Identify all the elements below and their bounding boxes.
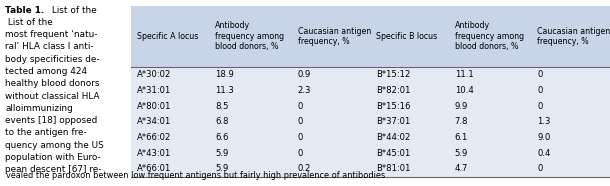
Text: A*43:01: A*43:01	[137, 149, 171, 158]
Text: A*30:02: A*30:02	[137, 70, 171, 79]
Text: 6.8: 6.8	[215, 117, 229, 126]
Text: Table 1.: Table 1.	[5, 6, 45, 15]
Text: 0: 0	[298, 149, 303, 158]
Text: A*31:01: A*31:01	[137, 86, 171, 95]
Text: 0: 0	[298, 117, 303, 126]
Text: Antibody
frequency among
blood donors, %: Antibody frequency among blood donors, %	[455, 21, 524, 51]
Text: ral’ HLA class I anti-: ral’ HLA class I anti-	[5, 42, 94, 51]
Text: B*81:01: B*81:01	[376, 164, 411, 173]
Text: 1.3: 1.3	[537, 117, 551, 126]
Text: 0: 0	[537, 102, 543, 111]
Text: body specificities de-: body specificities de-	[5, 55, 100, 64]
Text: pean descent [67] re-: pean descent [67] re-	[5, 165, 102, 174]
Bar	[131, 67, 610, 83]
Text: 10.4: 10.4	[455, 86, 473, 95]
Text: 0.4: 0.4	[537, 149, 551, 158]
Text: 6.6: 6.6	[215, 133, 229, 142]
Text: vealed the pardoxon between low frequent antigens but fairly high prevalence of : vealed the pardoxon between low frequent…	[6, 171, 386, 180]
Text: 0: 0	[298, 133, 303, 142]
Text: 11.3: 11.3	[215, 86, 234, 95]
Text: without classical HLA: without classical HLA	[5, 92, 100, 100]
Text: Caucasian antigen
frequency, %: Caucasian antigen frequency, %	[537, 27, 610, 46]
Text: 8.5: 8.5	[215, 102, 229, 111]
Bar	[131, 83, 610, 98]
Bar	[131, 98, 610, 114]
Text: 0: 0	[298, 102, 303, 111]
Text: List of the: List of the	[49, 6, 96, 15]
Text: Antibody
frequency among
blood donors, %: Antibody frequency among blood donors, %	[215, 21, 284, 51]
Text: 0: 0	[537, 164, 543, 173]
Text: B*82:01: B*82:01	[376, 86, 411, 95]
Bar	[131, 161, 610, 177]
Text: B*15:16: B*15:16	[376, 102, 411, 111]
Text: Caucasian antigen
frequency, %: Caucasian antigen frequency, %	[298, 27, 371, 46]
Text: 0.9: 0.9	[298, 70, 311, 79]
Text: B*37:01: B*37:01	[376, 117, 411, 126]
Text: 5.9: 5.9	[215, 149, 229, 158]
Text: 9.0: 9.0	[537, 133, 551, 142]
Text: 6.1: 6.1	[455, 133, 468, 142]
Bar	[131, 145, 610, 161]
Text: Specific A locus: Specific A locus	[137, 32, 198, 41]
Text: A*66:01: A*66:01	[137, 164, 171, 173]
Bar	[131, 114, 610, 130]
Text: events [18] opposed: events [18] opposed	[5, 116, 98, 125]
Text: healthy blood donors: healthy blood donors	[5, 79, 100, 88]
Text: 7.8: 7.8	[455, 117, 468, 126]
Text: most frequent ‘natu-: most frequent ‘natu-	[5, 30, 98, 39]
Text: 4.7: 4.7	[455, 164, 468, 173]
Bar	[131, 6, 610, 67]
Text: quency among the US: quency among the US	[5, 141, 104, 150]
Text: B*44:02: B*44:02	[376, 133, 411, 142]
Text: Specific B locus: Specific B locus	[376, 32, 437, 41]
Text: A*80:01: A*80:01	[137, 102, 171, 111]
Text: tected among 424: tected among 424	[5, 67, 87, 76]
Text: to the antigen fre-: to the antigen fre-	[5, 128, 87, 137]
Text: B*15:12: B*15:12	[376, 70, 411, 79]
Text: population with Euro-: population with Euro-	[5, 153, 101, 162]
Text: 2.3: 2.3	[298, 86, 311, 95]
Text: List of the: List of the	[5, 18, 53, 27]
Text: 5.9: 5.9	[455, 149, 468, 158]
Bar	[131, 130, 610, 145]
Text: 5.9: 5.9	[215, 164, 229, 173]
Text: 0.2: 0.2	[298, 164, 311, 173]
Text: alloimmunizing: alloimmunizing	[5, 104, 73, 113]
Text: 11.1: 11.1	[455, 70, 473, 79]
Text: 0: 0	[537, 70, 543, 79]
Text: 18.9: 18.9	[215, 70, 234, 79]
Text: 9.9: 9.9	[455, 102, 468, 111]
Text: A*34:01: A*34:01	[137, 117, 171, 126]
Text: B*45:01: B*45:01	[376, 149, 411, 158]
Text: A*66:02: A*66:02	[137, 133, 171, 142]
Text: 0: 0	[537, 86, 543, 95]
